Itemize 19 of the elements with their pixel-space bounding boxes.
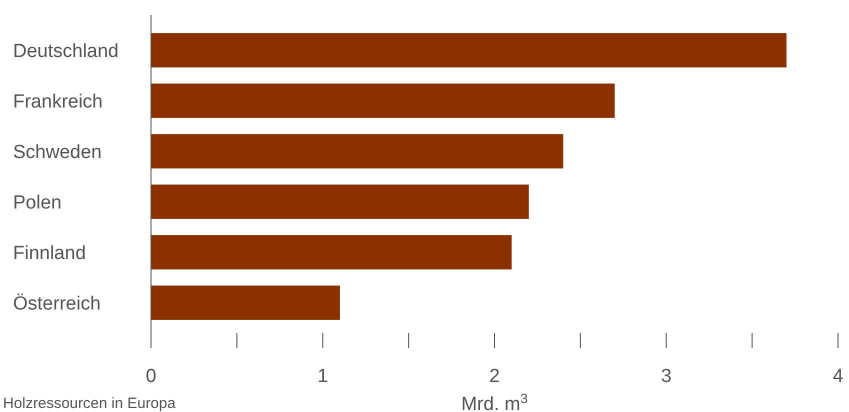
bar bbox=[151, 84, 615, 118]
x-tick-label: 3 bbox=[660, 366, 672, 387]
x-tick-label: 2 bbox=[489, 366, 500, 387]
x-tick-label: 0 bbox=[146, 366, 156, 387]
bar bbox=[151, 286, 340, 320]
x-tick-label: 4 bbox=[832, 366, 844, 387]
bar bbox=[151, 33, 786, 68]
y-tick-label: Frankreich bbox=[13, 91, 103, 112]
x-axis-title: Mrd. m$^{3}$ bbox=[461, 390, 528, 412]
y-tick-label: Deutschland bbox=[13, 40, 119, 62]
bar bbox=[151, 184, 529, 219]
bar bbox=[151, 134, 564, 168]
y-tick-label: Polen bbox=[13, 192, 62, 214]
y-tick-label: Schweden bbox=[13, 142, 102, 163]
y-tick-label: Finnland bbox=[13, 242, 86, 264]
text: Holzressourcen in Europa bbox=[3, 395, 176, 412]
x-tick-label: 1 bbox=[317, 366, 328, 387]
bar bbox=[151, 235, 512, 270]
y-tick-label: Österreich bbox=[13, 293, 101, 314]
